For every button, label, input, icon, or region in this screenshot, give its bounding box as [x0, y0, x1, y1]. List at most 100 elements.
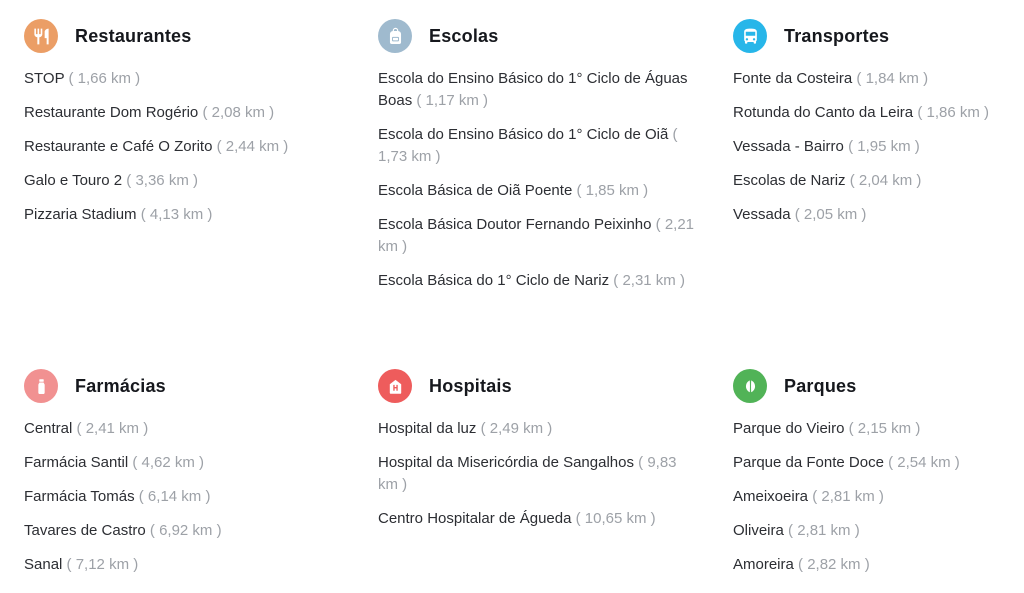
- poi-name: Rotunda do Canto da Leira: [733, 104, 914, 121]
- poi-distance: ( 9,83 km ): [378, 454, 677, 493]
- poi-item: Parque do Vieiro ( 2,15 km ): [733, 418, 1024, 440]
- poi-item: Sanal ( 7,12 km ): [24, 554, 342, 576]
- poi-name: Vessada: [733, 206, 791, 223]
- poi-name: Hospital da Misericórdia de Sangalhos: [378, 454, 634, 471]
- poi-distance: ( 1,84 km ): [856, 70, 929, 87]
- poi-distance: ( 6,14 km ): [138, 488, 211, 505]
- poi-item: Restaurante Dom Rogério ( 2,08 km ): [24, 102, 342, 124]
- poi-item: STOP ( 1,66 km ): [24, 68, 342, 90]
- poi-name: Escola do Ensino Básico do 1° Ciclo de O…: [378, 126, 669, 143]
- poi-distance: ( 2,54 km ): [888, 454, 960, 471]
- poi-item: Parque da Fonte Doce ( 2,54 km ): [733, 452, 1024, 474]
- poi-section-title: Escolas: [429, 25, 499, 46]
- poi-name: STOP: [24, 70, 65, 87]
- poi-name: Farmácia Tomás: [24, 488, 135, 505]
- poi-item: Galo e Touro 2 ( 3,36 km ): [24, 170, 342, 192]
- poi-name: Ameixoeira: [733, 488, 809, 505]
- poi-section-header: Parques: [733, 369, 1024, 403]
- poi-name: Escolas de Nariz: [733, 172, 846, 189]
- poi-section-title: Farmácias: [75, 375, 166, 396]
- poi-item: Escola do Ensino Básico do 1° Ciclo de Á…: [378, 68, 696, 112]
- poi-distance: ( 10,65 km ): [575, 510, 656, 527]
- poi-name: Escola Básica Doutor Fernando Peixinho: [378, 216, 652, 233]
- poi-item: Escola do Ensino Básico do 1° Ciclo de O…: [378, 124, 696, 168]
- poi-name: Hospital da luz: [378, 420, 477, 437]
- poi-item: Vessada ( 2,05 km ): [733, 204, 1024, 226]
- poi-list: Central ( 2,41 km ) Farmácia Santil ( 4,6…: [24, 418, 342, 576]
- poi-name: Escola Básica de Oiã Poente: [378, 182, 573, 199]
- poi-item: Vessada - Bairro ( 1,95 km ): [733, 136, 1024, 158]
- poi-section-hospitais: Hospitais Hospital da luz ( 2,49 km ) Hos…: [378, 365, 696, 588]
- poi-section-farmacias: Farmácias Central ( 2,41 km ) Farmácia Sa…: [24, 365, 342, 588]
- poi-item: Escola Básica Doutor Fernando Peixinho (…: [378, 214, 696, 258]
- poi-name: Restaurante e Café O Zorito: [24, 138, 213, 155]
- poi-name: Restaurante Dom Rogério: [24, 104, 199, 121]
- poi-item: Centro Hospitalar de Águeda ( 10,65 km ): [378, 508, 696, 530]
- poi-item: Escolas de Nariz ( 2,04 km ): [733, 170, 1024, 192]
- poi-distance: ( 2,21 km ): [378, 216, 695, 255]
- poi-distance: ( 1,86 km ): [917, 104, 989, 121]
- poi-name: Amoreira: [733, 556, 794, 573]
- poi-distance: ( 1,85 km ): [576, 182, 649, 199]
- poi-section-escolas: Escolas Escola do Ensino Básico do 1° Ci…: [378, 15, 696, 365]
- poi-name: Pizzaria Stadium: [24, 206, 137, 223]
- poi-distance: ( 6,92 km ): [149, 522, 222, 539]
- poi-distance: ( 2,41 km ): [76, 420, 149, 437]
- poi-distance: ( 4,62 km ): [132, 454, 205, 471]
- poi-distance: ( 2,82 km ): [798, 556, 870, 573]
- poi-item: Ameixoeira ( 2,81 km ): [733, 486, 1024, 508]
- poi-distance: ( 1,66 km ): [68, 70, 141, 87]
- fork-knife-icon: [24, 19, 58, 53]
- poi-section-title: Restaurantes: [75, 25, 192, 46]
- poi-list: Parque do Vieiro ( 2,15 km ) Parque da Fo…: [733, 418, 1024, 576]
- poi-name: Central: [24, 420, 73, 437]
- poi-distance: ( 2,31 km ): [613, 272, 685, 289]
- poi-distance: ( 2,05 km ): [794, 206, 867, 223]
- poi-section-title: Hospitais: [429, 375, 512, 396]
- poi-section-header: Escolas: [378, 19, 696, 53]
- poi-item: Hospital da Misericórdia de Sangalhos ( …: [378, 452, 696, 496]
- poi-name: Centro Hospitalar de Águeda: [378, 510, 572, 527]
- poi-item: Restaurante e Café O Zorito ( 2,44 km ): [24, 136, 342, 158]
- backpack-icon: [378, 19, 412, 53]
- poi-item: Hospital da luz ( 2,49 km ): [378, 418, 696, 440]
- poi-distance: ( 3,36 km ): [126, 172, 198, 189]
- poi-item: Escola Básica do 1° Ciclo de Nariz ( 2,3…: [378, 270, 696, 292]
- poi-section-transportes: Transportes Fonte da Costeira ( 1,84 km …: [733, 15, 1024, 365]
- poi-item: Tavares de Castro ( 6,92 km ): [24, 520, 342, 542]
- poi-item: Amoreira ( 2,82 km ): [733, 554, 1024, 576]
- leaves-icon: [733, 369, 767, 403]
- poi-item: Rotunda do Canto da Leira ( 1,86 km ): [733, 102, 1024, 124]
- poi-list: Escola do Ensino Básico do 1° Ciclo de Á…: [378, 68, 696, 292]
- poi-distance: ( 2,44 km ): [216, 138, 289, 155]
- poi-name: Galo e Touro 2: [24, 172, 123, 189]
- poi-distance: ( 2,81 km ): [788, 522, 860, 539]
- poi-item: Farmácia Santil ( 4,62 km ): [24, 452, 342, 474]
- poi-list: STOP ( 1,66 km ) Restaurante Dom Rogério …: [24, 68, 342, 226]
- poi-item: Oliveira ( 2,81 km ): [733, 520, 1024, 542]
- poi-section-title: Transportes: [784, 25, 890, 46]
- poi-section-parques: Parques Parque do Vieiro ( 2,15 km ) Parq…: [733, 365, 1024, 588]
- poi-distance: ( 7,12 km ): [66, 556, 139, 573]
- poi-distance: ( 1,17 km ): [416, 92, 489, 109]
- poi-item: Farmácia Tomás ( 6,14 km ): [24, 486, 342, 508]
- poi-distance: ( 2,15 km ): [848, 420, 921, 437]
- poi-name: Escola do Ensino Básico do 1° Ciclo de Á…: [378, 70, 688, 109]
- poi-name: Parque da Fonte Doce: [733, 454, 884, 471]
- poi-distance: ( 2,81 km ): [812, 488, 884, 505]
- poi-item: Pizzaria Stadium ( 4,13 km ): [24, 204, 342, 226]
- poi-distance: ( 1,73 km ): [378, 126, 678, 165]
- poi-item: Central ( 2,41 km ): [24, 418, 342, 440]
- poi-distance: ( 2,04 km ): [849, 172, 922, 189]
- poi-name: Tavares de Castro: [24, 522, 146, 539]
- poi-section-title: Parques: [784, 375, 857, 396]
- poi-name: Fonte da Costeira: [733, 70, 853, 87]
- poi-distance: ( 4,13 km ): [140, 206, 213, 223]
- poi-name: Farmácia Santil: [24, 454, 129, 471]
- bus-icon: [733, 19, 767, 53]
- hospital-icon: [378, 369, 412, 403]
- poi-section-header: Restaurantes: [24, 19, 342, 53]
- poi-list: Fonte da Costeira ( 1,84 km ) Rotunda do …: [733, 68, 1024, 226]
- poi-distance: ( 2,08 km ): [202, 104, 275, 121]
- poi-name: Vessada - Bairro: [733, 138, 844, 155]
